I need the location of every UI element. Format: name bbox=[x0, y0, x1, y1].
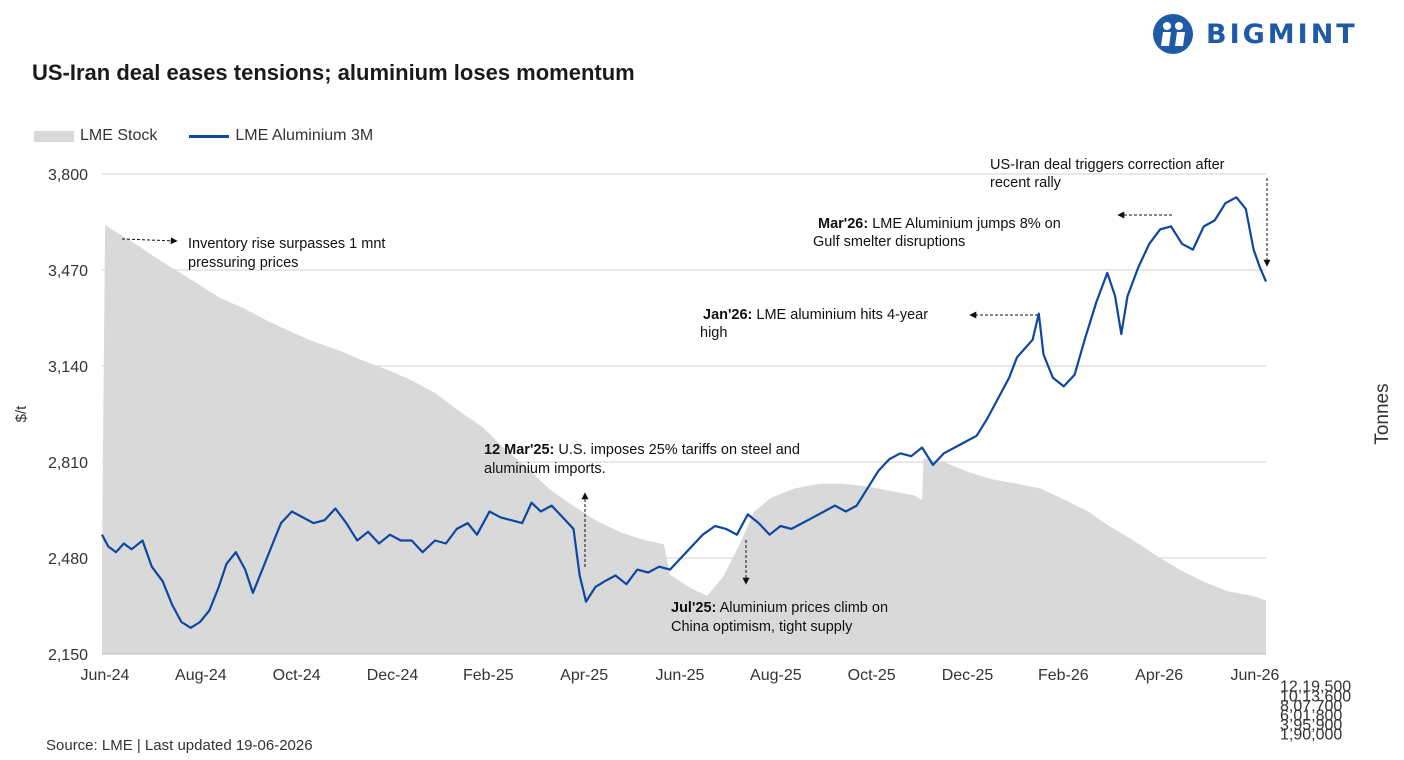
source-note: Source: LME | Last updated 19-06-2026 bbox=[46, 737, 313, 754]
legend-swatch-stock bbox=[34, 130, 74, 142]
annotation-line1: Mar'26: LME Aluminium jumps 8% on bbox=[818, 216, 1061, 232]
y-right-tick-label: 12,19,500 bbox=[1280, 679, 1351, 696]
annotation-text: LME aluminium hits 4-year bbox=[752, 307, 928, 323]
x-tick-label: Feb-26 bbox=[1038, 667, 1089, 684]
x-tick-label: Feb-25 bbox=[463, 667, 514, 684]
y-tick-label: 3,140 bbox=[48, 359, 88, 376]
annotation-arrow bbox=[121, 237, 178, 245]
x-tick-label: Dec-25 bbox=[942, 667, 994, 684]
annotation-line1: Jan'26: LME aluminium hits 4-year bbox=[703, 307, 928, 323]
legend-label-stock: LME Stock bbox=[80, 127, 158, 144]
annotation-line1: Inventory rise surpasses 1 mnt bbox=[188, 236, 385, 252]
annotation-us-iran: US-Iran deal triggers correction after r… bbox=[990, 157, 1271, 267]
annotation-jan26: Jan'26: LME aluminium hits 4-year high bbox=[700, 307, 1038, 341]
y-tick-label: 2,150 bbox=[48, 647, 88, 664]
x-tick-label: Apr-25 bbox=[560, 667, 608, 684]
annotation-inventory: Inventory rise surpasses 1 mnt pressurin… bbox=[121, 236, 385, 271]
x-tick-label: Dec-24 bbox=[367, 667, 419, 684]
annotation-bold: Mar'26: bbox=[818, 216, 868, 232]
annotation-bold: Jan'26: bbox=[703, 307, 752, 323]
y-right-tick-label: 10,13,600 bbox=[1280, 688, 1351, 705]
annotation-text: Aluminium prices climb on bbox=[716, 600, 888, 616]
annotation-text: U.S. imposes 25% tariffs on steel and bbox=[554, 442, 800, 458]
annotation-line1: US-Iran deal triggers correction after bbox=[990, 157, 1225, 173]
y-tick-label: 3,800 bbox=[48, 167, 88, 184]
x-tick-label: Jun-26 bbox=[1231, 667, 1280, 684]
annotation-line2: Gulf smelter disruptions bbox=[813, 234, 965, 250]
annotation-jul25: Jul'25: Aluminium prices climb on China … bbox=[671, 540, 888, 635]
y-right-axis-title: Tonnes bbox=[1372, 383, 1393, 444]
x-tick-label: Aug-25 bbox=[750, 667, 802, 684]
legend-swatch-aluminium bbox=[189, 134, 230, 138]
y-right-tick-label: 6,01,800 bbox=[1280, 708, 1342, 725]
y-right-tick-label: 8,07,700 bbox=[1280, 698, 1342, 715]
annotation-text: Inventory rise surpasses 1 mnt bbox=[188, 236, 385, 252]
x-tick-label: Aug-24 bbox=[175, 667, 227, 684]
y-axis-title: $/t bbox=[13, 405, 30, 423]
y-axis-ticks: 2,150 2,480 2,810 3,140 3,470 3,800 bbox=[48, 167, 88, 664]
price-line bbox=[101, 196, 1268, 629]
annotation-text: US-Iran deal triggers correction after bbox=[990, 157, 1225, 173]
y-right-axis-ticks: 1,90,0003,95,9006,01,8008,07,70010,13,60… bbox=[1280, 679, 1351, 744]
x-tick-label: Apr-26 bbox=[1135, 667, 1183, 684]
annotation-line2: China optimism, tight supply bbox=[671, 619, 853, 635]
annotation-bold: Jul'25: bbox=[671, 600, 716, 616]
legend-label-aluminium: LME Aluminium 3M bbox=[235, 127, 374, 144]
annotation-mar26: Mar'26: LME Aluminium jumps 8% on Gulf s… bbox=[813, 211, 1172, 250]
chart-title: US-Iran deal eases tensions; aluminium l… bbox=[32, 60, 635, 85]
annotation-line1: Jul'25: Aluminium prices climb on bbox=[671, 600, 888, 616]
price-line-layer bbox=[101, 196, 1268, 629]
brand-name: BIGMINT bbox=[1206, 18, 1358, 50]
y-right-tick-label: 3,95,900 bbox=[1280, 717, 1342, 734]
annotation-line2: aluminium imports. bbox=[484, 461, 606, 477]
stock-area bbox=[102, 225, 1266, 654]
annotation-line1: 12 Mar'25: U.S. imposes 25% tariffs on s… bbox=[484, 442, 800, 458]
annotation-line2: recent rally bbox=[990, 175, 1062, 191]
x-tick-label: Oct-24 bbox=[273, 667, 321, 684]
annotation-tariffs: 12 Mar'25: U.S. imposes 25% tariffs on s… bbox=[484, 442, 800, 567]
x-axis-ticks: Jun-24 Aug-24 Oct-24 Dec-24 Feb-25 Apr-25 Jun-… bbox=[81, 667, 1280, 684]
brand-icon bbox=[1153, 14, 1193, 54]
x-tick-label: Jun-24 bbox=[81, 667, 130, 684]
annotation-text: LME Aluminium jumps 8% on bbox=[868, 216, 1061, 232]
y-right-tick-label: 1,90,000 bbox=[1280, 727, 1342, 744]
annotation-bold: 12 Mar'25: bbox=[484, 442, 554, 458]
stock-area-layer bbox=[102, 225, 1266, 654]
annotation-line2: high bbox=[700, 325, 727, 341]
brand-logo: BIGMINT bbox=[1150, 12, 1358, 56]
y-tick-label: 2,810 bbox=[48, 455, 88, 472]
x-tick-label: Jun-25 bbox=[656, 667, 705, 684]
annotation-line2: pressuring prices bbox=[188, 255, 298, 271]
x-tick-label: Oct-25 bbox=[848, 667, 896, 684]
legend: LME Stock LME Aluminium 3M bbox=[34, 127, 373, 145]
y-tick-label: 2,480 bbox=[48, 551, 88, 568]
y-tick-label: 3,470 bbox=[48, 263, 88, 280]
